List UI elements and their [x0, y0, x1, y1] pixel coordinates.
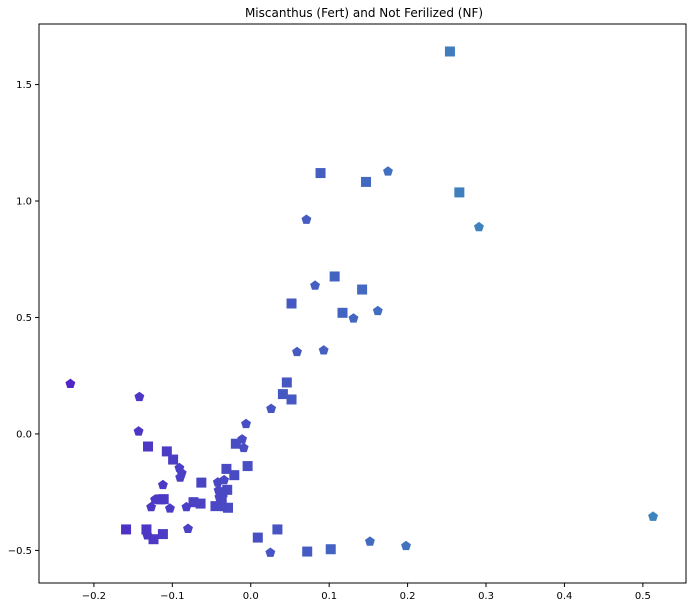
pentagon-point — [165, 503, 175, 513]
pentagon-point — [474, 221, 484, 232]
square-point — [252, 532, 263, 543]
x-tick-label: 0.0 — [243, 591, 259, 602]
square-point — [286, 394, 297, 405]
pentagon-point — [213, 485, 224, 495]
square-point — [217, 487, 228, 498]
x-tick-label: −0.2 — [82, 591, 106, 602]
pentagon-point — [301, 214, 312, 224]
square-point — [286, 298, 297, 309]
x-tick-label: 0.4 — [556, 591, 572, 602]
square-point — [357, 284, 368, 295]
square-point — [242, 461, 253, 472]
pentagon-point — [142, 530, 153, 540]
x-axis: −0.2 −0.1 0.0 0.1 0.2 0.3 0.4 0.5 — [82, 583, 651, 602]
pentagon-point — [348, 313, 359, 323]
square-point — [148, 534, 159, 545]
pentagon-point — [183, 523, 193, 533]
square-point — [337, 307, 348, 318]
square-point — [272, 524, 283, 535]
square-point — [230, 438, 241, 449]
y-tick-label: 0.0 — [16, 429, 32, 440]
square-point — [302, 546, 313, 557]
square-point — [168, 454, 179, 465]
x-tick-label: 0.1 — [321, 591, 337, 602]
y-tick-label: −0.5 — [8, 546, 32, 557]
pentagon-point — [212, 477, 223, 487]
pentagon-point — [648, 511, 659, 521]
y-tick-label: 1.5 — [16, 80, 32, 91]
square-point — [444, 46, 455, 57]
square-point — [210, 501, 221, 512]
square-point — [229, 470, 240, 481]
pentagon-point — [365, 536, 375, 546]
square-point — [195, 498, 206, 509]
square-point — [221, 463, 232, 474]
pentagon-point — [292, 346, 302, 357]
x-tick-label: −0.1 — [160, 591, 184, 602]
x-tick-label: 0.2 — [400, 591, 416, 602]
pentagon-point — [133, 426, 144, 436]
square-point — [277, 389, 288, 400]
pentagon-point — [266, 403, 277, 413]
square-point — [155, 494, 166, 505]
square-point — [361, 176, 372, 187]
square-point — [454, 187, 465, 198]
pentagon-point — [372, 305, 383, 316]
x-tick-label: 0.3 — [478, 591, 494, 602]
pentagon-point — [65, 378, 76, 389]
pentagon-point — [383, 166, 393, 176]
square-point — [329, 271, 340, 282]
square-point — [325, 544, 336, 555]
pentagon-point — [181, 501, 192, 512]
pentagon-point — [157, 479, 168, 490]
pentagon-point — [265, 547, 276, 557]
pentagon-point — [218, 501, 229, 512]
pentagon-point — [134, 391, 145, 402]
pentagon-point — [214, 492, 225, 502]
y-tick-label: 1.0 — [16, 197, 32, 208]
pentagon-point — [310, 280, 320, 290]
data-marks — [65, 46, 659, 557]
pentagon-point — [175, 472, 186, 482]
chart-title: Miscanthus (Fert) and Not Ferilized (NF) — [245, 6, 483, 20]
pentagon-point — [150, 494, 161, 504]
square-point — [196, 477, 207, 488]
square-point — [143, 441, 154, 452]
square-point — [223, 502, 234, 513]
pentagon-point — [401, 540, 411, 551]
pentagon-point — [238, 442, 249, 453]
square-point — [141, 524, 152, 535]
pentagon-point — [318, 345, 329, 355]
plot-frame — [38, 23, 687, 584]
y-axis: −0.5 0.0 0.5 1.0 1.5 — [8, 80, 39, 557]
x-tick-label: 0.5 — [635, 591, 651, 602]
square-point — [281, 377, 292, 388]
pentagon-point — [241, 418, 251, 429]
pentagon-point — [237, 434, 248, 444]
square-point — [121, 524, 132, 535]
square-point — [315, 168, 326, 179]
y-tick-label: 0.5 — [16, 313, 32, 324]
square-point — [157, 529, 168, 540]
pentagon-point — [146, 501, 157, 512]
square-point — [161, 446, 172, 457]
square-point — [188, 497, 199, 508]
